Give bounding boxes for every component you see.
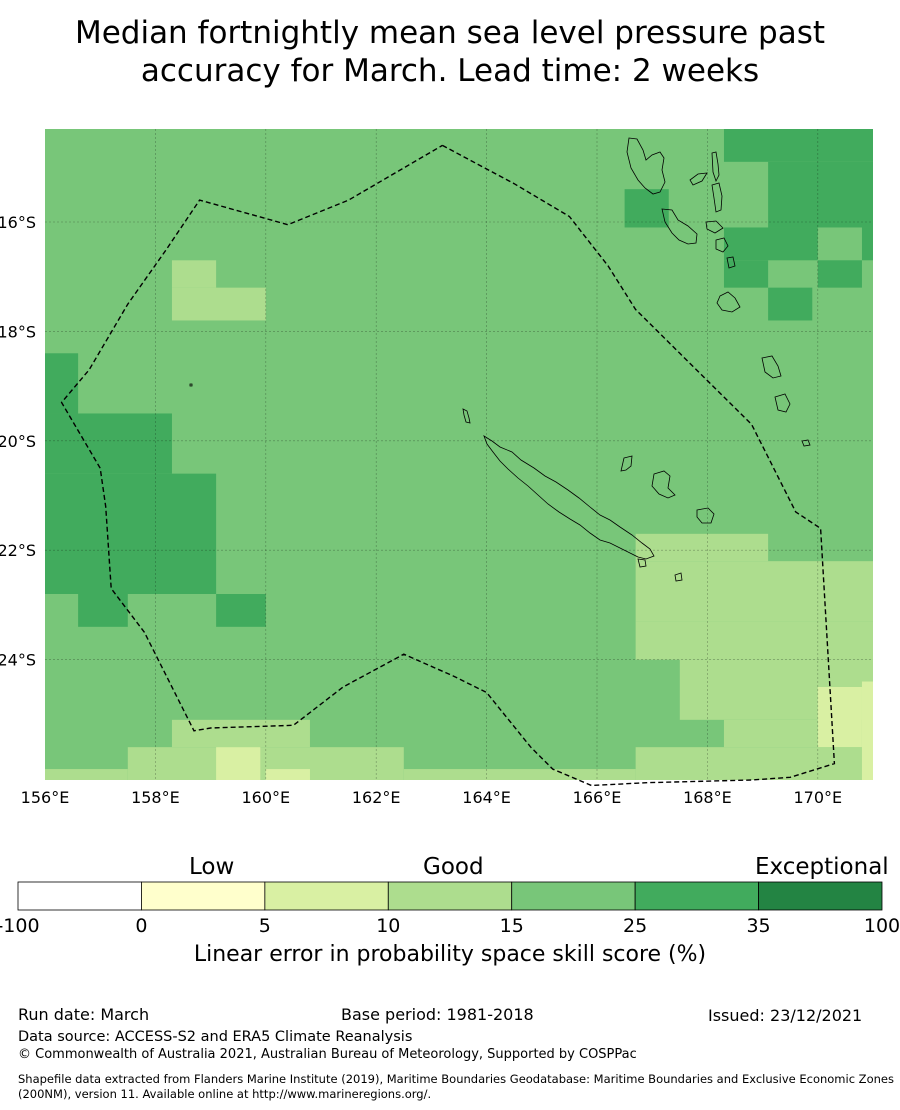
lon-label-6: 168°E — [683, 788, 732, 807]
epi-shepherd — [705, 220, 724, 234]
colorbar-tick-labels: -100 0 5 10 15 25 35 100 — [0, 915, 900, 937]
belep-islands — [462, 408, 471, 424]
chart-title-line-1: Median fortnightly mean sea level pressu… — [74, 15, 826, 51]
colorbar-bin-4 — [511, 881, 636, 911]
gridlines — [45, 129, 873, 780]
ouvea — [620, 455, 633, 472]
isle-of-pines — [637, 558, 647, 568]
skill-cell-2 — [624, 189, 669, 228]
efate — [715, 237, 729, 253]
skill-cell-15 — [635, 533, 769, 562]
colorbar-tick-7: 100 — [864, 915, 900, 937]
skill-grid — [45, 129, 873, 780]
tanna-area — [726, 256, 736, 269]
skill-cell-5 — [861, 227, 873, 261]
category-exceptional-label: Exceptional — [755, 854, 889, 880]
shapefile-credit-text: Shapefile data extracted from Flanders M… — [18, 1072, 894, 1101]
colorbar-tick-2: 5 — [259, 915, 271, 937]
skill-cell-9 — [45, 413, 172, 474]
colorbar-tick-3: 10 — [376, 915, 400, 937]
landmasses — [189, 137, 811, 582]
skill-cell-17 — [635, 621, 873, 660]
category-good-label: Good — [423, 854, 484, 880]
colorbar-bin-5 — [634, 881, 759, 911]
colorbar-bin-1 — [141, 881, 266, 911]
espiritu-santo — [626, 137, 666, 195]
new-caledonia-grande-terre — [483, 435, 655, 560]
lat-label-3: 22°S — [0, 541, 36, 560]
eez-boundary-line — [60, 144, 836, 787]
colorbar-bin-3 — [387, 881, 513, 911]
skill-cell-19 — [723, 719, 818, 748]
skill-cell-1 — [768, 161, 873, 228]
skill-cell-0 — [723, 129, 873, 162]
mare — [696, 507, 715, 524]
skill-cell-11 — [78, 594, 128, 627]
longitude-tick-labels: 156°E 158°E 160°E 162°E 164°E 166°E 168°E 170°E — [21, 788, 842, 807]
colorbar-tick-0: -100 — [0, 915, 40, 937]
malekula — [661, 208, 698, 245]
issued-date-text: Issued: 23/12/2021 — [708, 1006, 863, 1025]
skill-cell-28 — [861, 681, 873, 780]
skill-cell-6 — [817, 260, 862, 288]
skill-cell-21 — [171, 719, 310, 748]
ambae — [689, 172, 708, 186]
lon-label-7: 170°E — [793, 788, 842, 807]
skill-cell-3 — [723, 227, 818, 261]
lat-label-4: 24°S — [0, 651, 36, 670]
lifou — [651, 470, 676, 499]
chart-title-line-2: accuracy for March. Lead time: 2 weeks — [140, 53, 760, 89]
skill-cell-7 — [768, 287, 813, 321]
skill-cell-24 — [403, 769, 636, 780]
hunter-island — [674, 572, 683, 582]
chart-title: Median fortnightly mean sea level pressu… — [0, 14, 900, 90]
skill-cell-14 — [171, 260, 217, 288]
skill-cell-10 — [45, 473, 217, 594]
skill-cell-8 — [45, 353, 79, 414]
lat-label-0: 16°S — [0, 213, 36, 232]
colorbar-bin-0 — [17, 881, 142, 911]
colorbar-tick-4: 15 — [500, 915, 524, 937]
skill-cell-23 — [45, 769, 128, 780]
lon-label-0: 156°E — [21, 788, 70, 807]
colorbar — [17, 881, 883, 911]
latitude-tick-labels: 16°S 18°S 20°S 22°S 24°S — [0, 213, 36, 670]
lon-label-5: 166°E — [573, 788, 622, 807]
lat-label-1: 18°S — [0, 322, 36, 341]
data-source-text: Data source: ACCESS-S2 and ERA5 Climate … — [18, 1029, 413, 1045]
loyalty-east-2 — [774, 393, 791, 413]
pentecost — [711, 151, 720, 183]
lon-label-3: 162°E — [352, 788, 401, 807]
erromango — [716, 291, 741, 313]
colorbar-tick-5: 25 — [623, 915, 647, 937]
lon-label-4: 164°E — [462, 788, 511, 807]
skill-cell-16 — [635, 561, 873, 622]
colorbar-title: Linear error in probability space skill … — [193, 942, 707, 967]
lon-label-1: 158°E — [131, 788, 180, 807]
skill-cell-25 — [216, 747, 261, 780]
colorbar-tick-6: 35 — [746, 915, 770, 937]
run-date-text: Run date: March — [18, 1005, 150, 1024]
chesterfield-islet — [189, 383, 193, 387]
colorbar-bin-2 — [264, 881, 389, 911]
skill-cell-12 — [216, 594, 266, 627]
colorbar-tick-1: 0 — [135, 915, 147, 937]
skill-cell-27 — [817, 687, 862, 748]
matthew-island — [801, 439, 811, 447]
lat-label-2: 20°S — [0, 432, 36, 451]
base-period-text: Base period: 1981-2018 — [341, 1005, 534, 1024]
malakula-north — [711, 182, 723, 213]
colorbar-bin-6 — [758, 881, 883, 911]
copyright-text: © Commonwealth of Australia 2021, Austra… — [18, 1047, 637, 1062]
skill-cell-20 — [635, 747, 873, 780]
skill-cell-4 — [723, 260, 769, 288]
loyalty-east-1 — [761, 355, 782, 379]
skill-cell-26 — [265, 769, 310, 780]
skill-cell-13 — [171, 287, 266, 321]
category-low-label: Low — [189, 854, 235, 880]
lon-label-2: 160°E — [241, 788, 290, 807]
